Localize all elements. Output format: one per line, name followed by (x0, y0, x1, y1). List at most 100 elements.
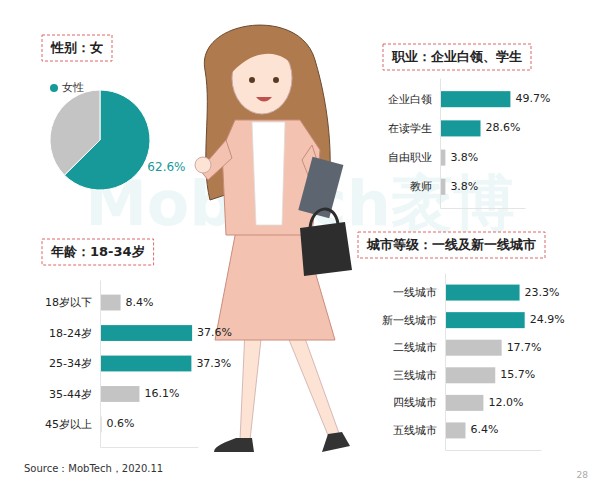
bar (445, 312, 525, 328)
tick-label: 自由职业 (388, 151, 432, 164)
tick-label: 18岁以下 (45, 296, 92, 309)
axis-line (446, 450, 542, 451)
title-box (42, 239, 154, 265)
data-label: 8.4% (126, 296, 154, 309)
chart-3: 城市等级：一线及新一线城市一线城市新一线城市二线城市三线城市四线城市五线城市 23… (358, 232, 565, 451)
data-label: 23.3% (525, 286, 560, 299)
axis-line (445, 274, 446, 451)
chart-title: 性别：女 (50, 40, 103, 55)
bar (445, 340, 502, 356)
shirt (252, 122, 285, 225)
tick: 五线城市 (393, 424, 445, 437)
tick-label: 二线城市 (393, 341, 437, 354)
infographic: MobTech袤博性别：女62.6%女性职业：企业白领、学生企业白领在读学生自由… (0, 0, 600, 499)
hand-left (195, 157, 211, 173)
data-label: 37.3% (196, 357, 231, 370)
legend-label: 女性 (62, 81, 84, 94)
bar (445, 285, 520, 301)
bar (445, 395, 483, 411)
jacket (222, 120, 320, 235)
axis-line (440, 79, 441, 209)
bar (440, 120, 481, 136)
x-axis (101, 447, 199, 448)
title-box (358, 232, 545, 258)
axis-line (101, 447, 199, 448)
chart-2: 年龄：18-34岁 18岁以下 18-24岁 25-34岁 35-44岁 45岁以上 8.4… (42, 239, 232, 448)
tick-label: 45岁以上 (45, 418, 92, 431)
tick-label: 五线城市 (393, 424, 437, 437)
shoe-left (214, 438, 254, 452)
y-axis: 企业白领在读学生自由职业教师 (388, 79, 441, 209)
illustration (195, 25, 352, 452)
tick: 45岁以上 (45, 418, 100, 431)
data-label: 24.9% (530, 313, 565, 326)
data-label: 16.1% (144, 387, 179, 400)
data-label: 37.6% (197, 326, 232, 339)
data-label: 3.8% (450, 180, 478, 193)
tick: 18-24岁 (49, 327, 100, 340)
title-box (42, 35, 112, 61)
tick: 25-34岁 (49, 357, 100, 370)
tick-label: 18-24岁 (49, 327, 92, 340)
tick: 35-44岁 (49, 387, 100, 400)
x-axis (446, 450, 542, 451)
tick-label: 教师 (410, 180, 432, 193)
pie: 62.6% (50, 90, 185, 190)
tick: 一线城市 (393, 286, 445, 299)
bar (100, 295, 121, 311)
bar (100, 386, 139, 402)
chart-0: 性别：女 62.6%女性 (42, 35, 185, 190)
tick: 18岁以下 (45, 296, 100, 309)
mouth (256, 97, 272, 102)
bar (100, 325, 192, 341)
bar (445, 422, 465, 438)
data-label: 28.6% (486, 121, 521, 134)
tick-label: 25-34岁 (49, 357, 92, 370)
tick: 三线城市 (393, 369, 445, 382)
bar (100, 356, 191, 372)
tick-label: 35-44岁 (49, 387, 92, 400)
tick-label: 在读学生 (388, 122, 432, 135)
tick: 自由职业 (388, 151, 440, 164)
data-label: 12.0% (488, 396, 523, 409)
axis-line (441, 208, 526, 209)
data-label: 6.4% (470, 423, 498, 436)
pie-slice (50, 90, 100, 175)
legend-swatch (50, 84, 58, 92)
bag (300, 222, 352, 276)
eye-right (273, 77, 279, 83)
tick-label: 新一线城市 (382, 314, 437, 327)
chart-title: 职业：企业白领、学生 (391, 49, 522, 64)
bar (445, 367, 495, 383)
tick-label: 企业白领 (388, 93, 432, 106)
leg-right (285, 330, 340, 440)
tick: 二线城市 (393, 341, 445, 354)
chart-title: 城市等级：一线及新一线城市 (366, 237, 536, 252)
chart-title: 年龄：18-34岁 (50, 244, 145, 259)
tick-label: 四线城市 (393, 396, 437, 409)
tick-label: 三线城市 (393, 369, 437, 382)
source: Source：MobTech，2020.11 (24, 463, 163, 474)
bars (440, 91, 510, 195)
hair-front (230, 40, 296, 75)
data-label: 17.7% (507, 341, 542, 354)
y-axis: 一线城市新一线城市二线城市三线城市四线城市五线城市 (382, 274, 446, 451)
data-label: 3.8% (450, 151, 478, 164)
x-axis (441, 208, 526, 209)
bar (440, 91, 510, 107)
data-label: 15.7% (500, 368, 535, 381)
axis-line (100, 281, 101, 448)
tick: 教师 (410, 180, 440, 193)
bars (100, 295, 192, 433)
tick: 企业白领 (388, 93, 440, 106)
shoe-right (322, 432, 350, 452)
data-label: 0.6% (106, 417, 134, 430)
leg-left (240, 330, 262, 440)
page-number: 28 (577, 470, 589, 480)
tick: 在读学生 (388, 122, 440, 135)
chart-1: 职业：企业白领、学生企业白领在读学生自由职业教师 49.7% 28.6% 3.8% 3.… (383, 44, 550, 209)
bars (445, 285, 525, 439)
title-box (383, 44, 531, 70)
tick: 新一线城市 (382, 314, 445, 327)
data-label: 49.7% (515, 92, 550, 105)
